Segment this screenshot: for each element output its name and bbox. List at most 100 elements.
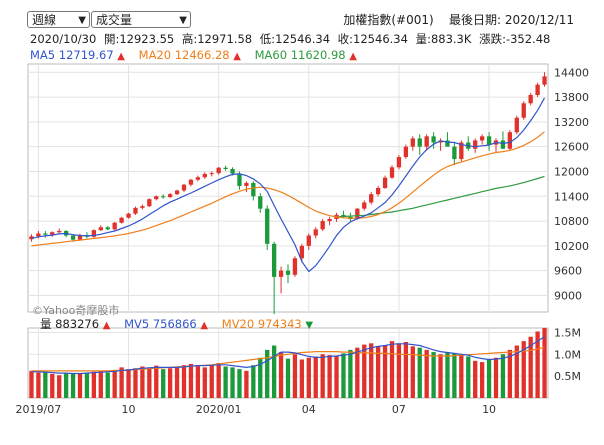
volume-bar (216, 363, 221, 398)
volume-bar (417, 347, 422, 398)
x-tick-label: 2019/07 (16, 403, 62, 416)
ma20-label: MA20 12466.28 (138, 48, 230, 62)
volume-bar (445, 352, 450, 398)
price-tick-label: 14400 (554, 66, 589, 79)
volume-bar (188, 363, 194, 398)
candle-body (209, 173, 214, 175)
chart-title: 加權指數(#001) 最後日期: 2020/12/11 (343, 11, 574, 28)
candle-body (216, 167, 221, 174)
volume-bar (528, 336, 533, 398)
volume-bar (230, 367, 235, 398)
candle-body (70, 235, 76, 240)
triangle-up-icon: ▲ (233, 51, 241, 62)
candle-body (299, 245, 305, 259)
candle-body (292, 258, 298, 275)
volume-bar (63, 372, 69, 398)
price-tick-label: 9600 (554, 265, 582, 278)
candle-body (181, 184, 187, 191)
volume-bar (403, 342, 409, 398)
volume-bar (195, 365, 201, 398)
triangle-up-icon: ▲ (200, 320, 209, 331)
volume-bar (154, 365, 159, 398)
candle-body (389, 167, 395, 178)
chevron-down-icon: ▼ (179, 15, 187, 26)
candle-body (285, 270, 291, 275)
candle-body (479, 136, 485, 141)
volume-tick-label: 1.0M (554, 348, 581, 361)
candle-body (327, 219, 332, 222)
chart-toolbar: 週線 ▼ 成交量 ▼ 加權指數(#001) 最後日期: 2020/12/11 2… (0, 0, 604, 52)
volume-bar (473, 360, 478, 398)
candle-body (341, 214, 346, 217)
period-select[interactable]: 週線 ▼ (27, 11, 90, 28)
volume-bar (202, 367, 207, 398)
candle-body (528, 95, 533, 104)
triangle-up-icon: ▲ (349, 51, 357, 62)
triangle-up-icon: ▲ (117, 51, 125, 62)
volume-bar (424, 349, 429, 398)
volume-bar (299, 359, 305, 398)
volume-bar (105, 372, 110, 398)
candle-body (535, 84, 540, 95)
candle-body (473, 140, 478, 149)
candle-body (403, 146, 409, 157)
candle-body (112, 222, 117, 230)
volume-bar (459, 355, 464, 398)
volume-tick-label: 1.5M (554, 326, 581, 339)
volume-bar (91, 371, 97, 398)
vol-legend-item: 量 883276 ▲ (40, 317, 114, 331)
price-tick-label: 10800 (554, 215, 589, 228)
candle-body (459, 142, 464, 160)
volume-bar (43, 371, 48, 398)
candle-body (265, 208, 270, 244)
chevron-down-icon: ▼ (78, 15, 86, 26)
volume-bar (98, 370, 103, 398)
volume-bar (396, 343, 402, 398)
volume-bar (36, 372, 41, 398)
volume-bar (140, 366, 145, 398)
price-tick-label: 12600 (554, 141, 589, 154)
volume-bar (389, 341, 395, 398)
mv5-legend-item: MV5 756866 ▲ (124, 317, 212, 331)
volume-bar (341, 353, 346, 398)
volume-bar (514, 345, 519, 398)
volume-bar (493, 357, 499, 398)
candle-body (133, 207, 138, 214)
x-tick-label: 2020/01 (196, 403, 242, 416)
volume-bar (285, 358, 291, 398)
candle-body (521, 103, 526, 118)
candle-body (36, 233, 41, 237)
ma5-label: MA5 12719.67 (30, 48, 114, 62)
candle-body (542, 76, 547, 85)
volume-legend: 量 883276 ▲ MV5 756866 ▲ MV20 974343 ▼ (40, 316, 323, 332)
candle-body (188, 179, 194, 185)
candle-body (223, 167, 228, 169)
metric-select[interactable]: 成交量 ▼ (91, 11, 191, 28)
candle-body (355, 208, 360, 219)
volume-bar (237, 369, 242, 398)
metric-select-value: 成交量 (96, 13, 133, 27)
last-date: 最後日期: 2020/12/11 (448, 13, 574, 27)
candle-body (244, 183, 249, 186)
volume-bar (466, 356, 471, 398)
volume-bar (126, 369, 131, 398)
candle-body (417, 138, 422, 147)
volume-bar (70, 373, 76, 398)
candle-body (382, 177, 388, 188)
candle-body (452, 146, 457, 160)
price-tick-label: 9000 (554, 289, 582, 302)
candle-body (161, 196, 166, 198)
index-name: 加權指數(#001) (343, 13, 434, 27)
candle-body (396, 157, 402, 168)
volume-bar (147, 367, 152, 398)
candle-body (445, 140, 450, 147)
candle-body (202, 173, 207, 178)
volume-bar (278, 352, 284, 398)
volume-bar (251, 365, 256, 398)
candle-body (320, 221, 325, 230)
volume-bar (479, 362, 485, 398)
volume-bar (348, 349, 353, 398)
candle-body (486, 136, 492, 145)
x-tick-label: 10 (122, 403, 136, 416)
